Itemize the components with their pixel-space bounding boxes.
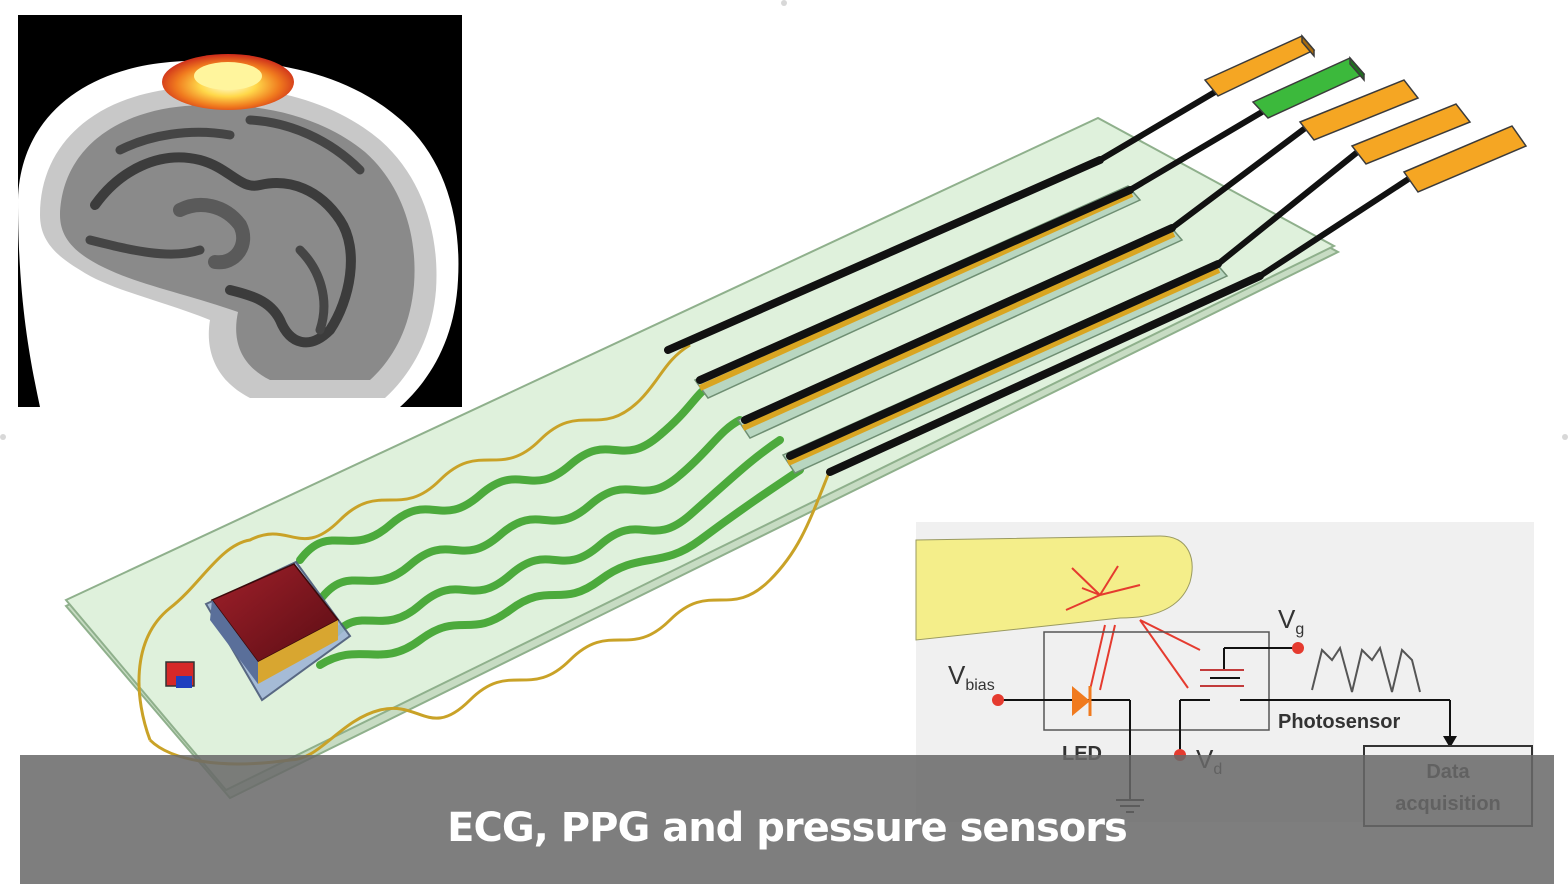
caption-text: ECG, PPG and pressure sensors	[447, 805, 1128, 851]
light-scatter-arrows	[1065, 565, 1201, 691]
ppg-chip	[204, 560, 352, 702]
flexible-sensor-strip	[64, 33, 1528, 800]
brain-mri-inset	[18, 15, 462, 407]
caption-bar: ECG, PPG and pressure sensors	[20, 755, 1554, 884]
transistor	[1200, 669, 1244, 687]
led-diode	[1072, 686, 1090, 716]
vbias-label: Vbias	[948, 660, 995, 694]
gold-loop-trace	[137, 343, 832, 762]
photosensor-label: Photosensor	[1278, 711, 1400, 733]
resize-handle-left	[0, 434, 6, 440]
electrode-orange-4	[1402, 125, 1528, 193]
electrode-orange-2	[1298, 79, 1420, 141]
sensor-box	[1043, 631, 1270, 731]
finger-drawing	[915, 535, 1193, 641]
resize-handle-top	[781, 0, 787, 6]
resize-handle-right	[1562, 434, 1568, 440]
vg-label: Vg	[1278, 604, 1304, 638]
electrode-orange-3	[1350, 103, 1472, 165]
ppg-waveform	[1311, 645, 1421, 693]
serpentine-interconnects	[296, 381, 804, 669]
pressure-sensor	[165, 661, 195, 688]
electrode-tips	[1203, 33, 1528, 193]
lead-wires	[664, 89, 1413, 476]
